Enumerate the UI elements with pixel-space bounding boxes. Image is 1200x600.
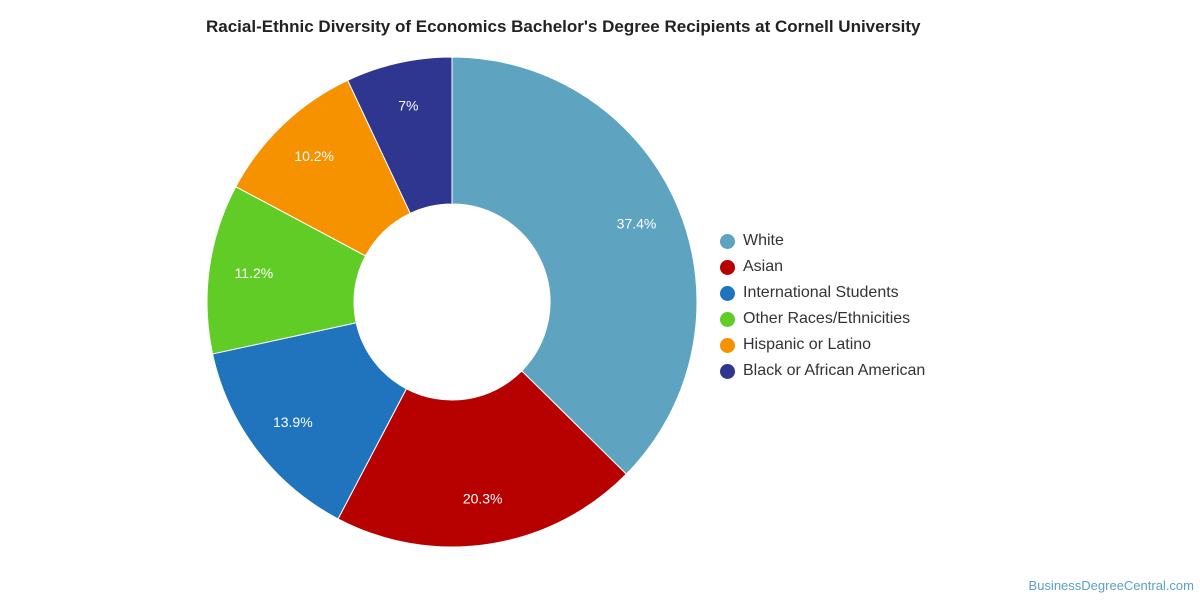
legend-item-hispanic-or-latino[interactable]: Hispanic or Latino bbox=[720, 332, 925, 358]
legend-swatch-icon bbox=[720, 259, 735, 275]
slice-label-other-races-ethnicities: 11.2% bbox=[235, 265, 274, 281]
slice-label-hispanic-or-latino: 10.2% bbox=[294, 148, 334, 164]
slice-asian[interactable] bbox=[337, 370, 628, 548]
legend-label: Other Races/Ethnicities bbox=[743, 310, 911, 327]
legend-label: White bbox=[743, 232, 784, 249]
slice-label-international-students: 13.9% bbox=[273, 414, 313, 430]
legend-swatch-icon bbox=[720, 233, 735, 249]
slice-label-black-or-african-american: 7% bbox=[398, 98, 418, 114]
legend-swatch-icon bbox=[720, 337, 735, 353]
slice-white[interactable] bbox=[451, 56, 698, 475]
slice-label-asian: 20.3% bbox=[463, 490, 503, 506]
legend-item-asian[interactable]: Asian bbox=[720, 254, 925, 280]
slice-label-white: 37.4% bbox=[617, 216, 657, 232]
legend-swatch-icon bbox=[720, 285, 735, 301]
source-credit[interactable]: BusinessDegreeCentral.com bbox=[1028, 578, 1194, 593]
chart-title: Racial-Ethnic Diversity of Economics Bac… bbox=[206, 17, 921, 36]
legend-item-other-races-ethnicities[interactable]: Other Races/Ethnicities bbox=[720, 306, 925, 332]
legend-label: Black or African American bbox=[743, 362, 926, 379]
legend-item-black-or-african-american[interactable]: Black or African American bbox=[720, 358, 925, 384]
slice-international-students[interactable] bbox=[211, 322, 408, 520]
legend-swatch-icon bbox=[720, 311, 735, 327]
chart-legend: White Asian International Students Other Ra… bbox=[720, 228, 925, 384]
legend-label: Asian bbox=[743, 258, 784, 275]
legend-label: International Students bbox=[743, 284, 899, 301]
legend-item-international-students[interactable]: International Students bbox=[720, 280, 925, 306]
slice-black-or-african-american[interactable] bbox=[347, 56, 453, 214]
slice-hispanic-or-latino[interactable] bbox=[235, 79, 411, 257]
legend-label: Hispanic or Latino bbox=[743, 336, 872, 353]
legend-item-white[interactable]: White bbox=[720, 228, 925, 254]
legend-swatch-icon bbox=[720, 363, 735, 379]
slice-other-races-ethnicities[interactable] bbox=[206, 186, 367, 355]
